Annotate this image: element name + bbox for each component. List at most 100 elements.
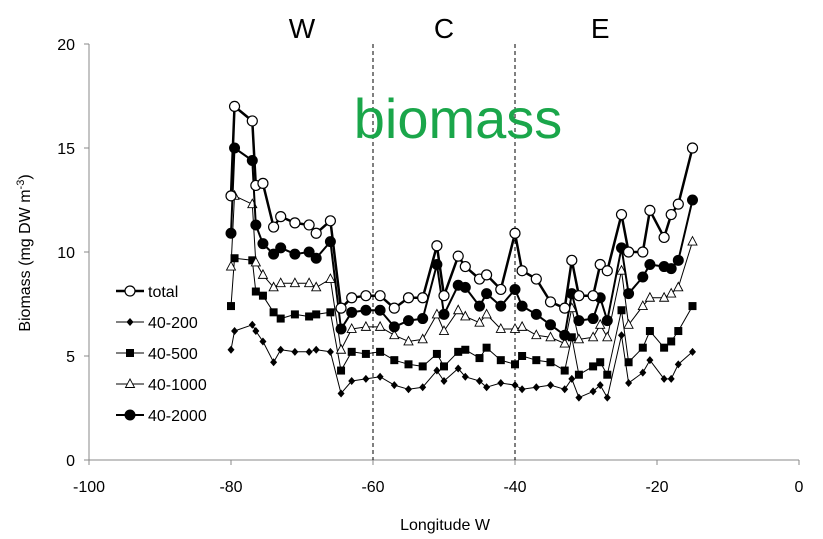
legend-item-40-2000: 40-2000 bbox=[116, 408, 207, 425]
data-point-40-1000 bbox=[403, 335, 414, 346]
data-point-40-500 bbox=[326, 308, 335, 317]
data-point-40-2000 bbox=[644, 258, 656, 270]
data-point-total bbox=[324, 215, 336, 227]
data-point-40-2000 bbox=[268, 248, 280, 260]
data-point-40-2000 bbox=[509, 283, 521, 295]
data-point-40-500 bbox=[496, 356, 505, 365]
data-point-40-500 bbox=[390, 356, 399, 365]
data-point-total bbox=[658, 231, 670, 244]
data-point-40-500 bbox=[305, 312, 314, 321]
data-point-40-200 bbox=[568, 374, 576, 383]
data-point-40-200 bbox=[639, 368, 647, 377]
data-point-total bbox=[559, 302, 571, 314]
data-point-total bbox=[257, 177, 269, 189]
data-point-40-2000 bbox=[516, 300, 528, 312]
data-point-40-2000 bbox=[587, 313, 599, 325]
x-tick-label: -40 bbox=[503, 479, 526, 496]
data-point-40-1000 bbox=[417, 333, 428, 344]
data-point-40-1000 bbox=[346, 322, 357, 333]
data-point-40-1000 bbox=[303, 277, 315, 288]
data-point-total bbox=[438, 290, 450, 302]
region-label-c: C bbox=[434, 13, 454, 44]
data-point-40-500 bbox=[660, 343, 669, 352]
data-point-40-500 bbox=[638, 343, 647, 352]
data-point-40-2000 bbox=[275, 242, 287, 254]
data-point-40-200 bbox=[618, 331, 625, 340]
legend-item-total: total bbox=[116, 284, 178, 301]
region-label-e: E bbox=[591, 13, 610, 44]
data-point-40-1000 bbox=[250, 256, 262, 267]
data-point-40-2000 bbox=[545, 319, 556, 331]
data-point-40-500 bbox=[667, 337, 676, 346]
data-point-total bbox=[310, 227, 322, 239]
data-point-40-1000 bbox=[275, 277, 286, 288]
data-point-40-2000 bbox=[335, 323, 347, 335]
data-point-40-500 bbox=[248, 256, 257, 265]
data-point-40-200 bbox=[312, 345, 320, 354]
data-point-40-500 bbox=[532, 356, 541, 365]
legend-label: 40-500 bbox=[148, 346, 198, 363]
data-point-40-1000 bbox=[516, 320, 528, 331]
series-line-40-500 bbox=[230, 257, 693, 376]
y-axis-title-main: Biomass (mg DW m bbox=[17, 189, 34, 331]
data-point-40-200 bbox=[547, 381, 554, 390]
data-point-40-1000 bbox=[573, 333, 585, 344]
data-point-40-200 bbox=[405, 385, 412, 394]
data-point-40-2000 bbox=[530, 308, 542, 320]
data-point-40-1000 bbox=[474, 316, 485, 327]
y-axis-title-end: ) bbox=[17, 174, 34, 179]
data-point-40-500 bbox=[589, 362, 598, 371]
data-point-40-200 bbox=[440, 376, 448, 385]
data-point-40-1000 bbox=[545, 331, 556, 342]
series-40-200 bbox=[227, 320, 696, 402]
series-40-500 bbox=[227, 254, 697, 379]
legend-marker bbox=[124, 378, 136, 388]
y-tick-label: 20 bbox=[57, 37, 75, 54]
x-tick-label: -60 bbox=[361, 479, 384, 496]
data-point-40-200 bbox=[277, 345, 285, 354]
data-point-total bbox=[431, 240, 443, 252]
x-tick-label: -20 bbox=[645, 479, 668, 496]
chart-title: biomass bbox=[354, 87, 563, 150]
data-point-40-2000 bbox=[346, 306, 358, 318]
axes: 0 5 10 15 20 -100 -80 -60 -40 -20 0 bbox=[57, 37, 803, 496]
data-point-total bbox=[495, 283, 507, 296]
data-point-40-1000 bbox=[644, 291, 656, 302]
data-point-40-1000 bbox=[665, 287, 677, 298]
data-point-40-2000 bbox=[573, 315, 585, 327]
data-point-40-200 bbox=[483, 383, 491, 392]
data-point-40-200 bbox=[270, 358, 278, 367]
y-tick-label: 15 bbox=[57, 141, 75, 158]
data-point-40-2000 bbox=[417, 313, 429, 325]
data-point-40-200 bbox=[497, 379, 505, 388]
legend-label: 40-200 bbox=[148, 315, 198, 332]
data-point-total bbox=[516, 265, 528, 277]
data-point-40-1000 bbox=[452, 304, 464, 315]
data-point-40-1000 bbox=[389, 329, 400, 340]
legend-label: 40-1000 bbox=[148, 377, 207, 394]
data-point-40-200 bbox=[575, 393, 583, 402]
data-point-40-2000 bbox=[374, 304, 386, 316]
legend-marker bbox=[126, 318, 134, 326]
data-point-40-1000 bbox=[310, 281, 322, 292]
data-point-40-200 bbox=[419, 383, 427, 392]
data-point-40-500 bbox=[674, 327, 683, 336]
data-point-40-200 bbox=[348, 376, 356, 385]
data-point-40-1000 bbox=[587, 331, 599, 342]
data-point-40-200 bbox=[461, 372, 469, 381]
data-point-total bbox=[644, 204, 656, 216]
data-point-40-500 bbox=[511, 360, 519, 369]
data-point-40-500 bbox=[482, 343, 491, 352]
data-point-total bbox=[637, 246, 649, 258]
legend-marker bbox=[126, 349, 134, 357]
data-point-40-200 bbox=[660, 374, 668, 383]
data-point-40-200 bbox=[667, 374, 675, 383]
data-point-total bbox=[665, 208, 677, 221]
data-point-total bbox=[289, 217, 301, 229]
x-tick-label: -80 bbox=[219, 479, 242, 496]
data-point-40-200 bbox=[603, 393, 611, 402]
legend-item-40-200: 40-200 bbox=[116, 315, 198, 332]
region-dividers bbox=[372, 44, 516, 460]
data-point-40-2000 bbox=[665, 263, 677, 275]
